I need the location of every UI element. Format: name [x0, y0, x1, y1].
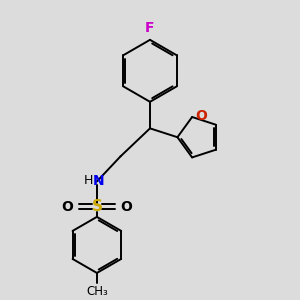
Text: N: N — [92, 175, 104, 188]
Text: H: H — [84, 173, 93, 187]
Text: O: O — [121, 200, 132, 214]
Text: F: F — [145, 20, 155, 34]
Text: CH₃: CH₃ — [86, 285, 108, 298]
Text: S: S — [92, 199, 102, 214]
Text: O: O — [196, 109, 208, 122]
Text: O: O — [61, 200, 73, 214]
